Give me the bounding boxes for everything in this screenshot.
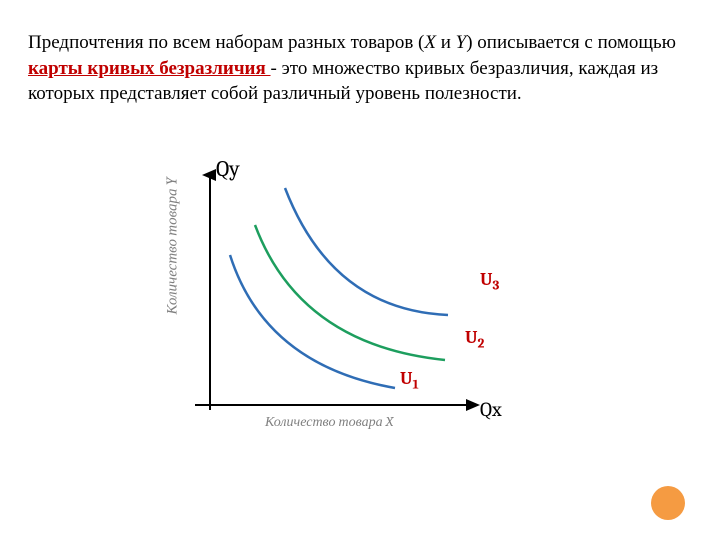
label-u3: U3 xyxy=(480,269,499,294)
label-u1: U1 xyxy=(400,368,419,393)
var-y: Y xyxy=(456,32,467,53)
x-axis-label-qx: Qx xyxy=(480,398,502,421)
decor-circle-icon xyxy=(651,486,685,520)
var-x: X xyxy=(424,32,436,53)
label-u1-main: U xyxy=(400,368,413,389)
keyterm: карты кривых безразличия xyxy=(28,58,271,79)
label-u3-main: U xyxy=(480,269,493,290)
label-u3-sub: 3 xyxy=(493,279,500,294)
text-mid: ) описывается с помощью xyxy=(466,32,676,53)
label-u1-sub: 1 xyxy=(413,378,419,393)
x-axis-caption: Количество товара X xyxy=(265,413,393,431)
slide-container: Предпочтения по всем наборам разных това… xyxy=(0,0,720,540)
label-u2-main: U xyxy=(465,327,478,348)
curve-u3 xyxy=(285,188,448,315)
curve-u1 xyxy=(230,255,395,388)
paragraph-main: Предпочтения по всем наборам разных това… xyxy=(28,30,692,107)
text-and: и xyxy=(436,32,456,53)
indifference-curve-chart: Qy Количество товара Y U1 U2 xyxy=(150,160,570,470)
text-pre: Предпочтения по всем наборам разных това… xyxy=(28,32,424,53)
label-u2-sub: 2 xyxy=(478,337,485,352)
label-u2: U2 xyxy=(465,327,484,352)
